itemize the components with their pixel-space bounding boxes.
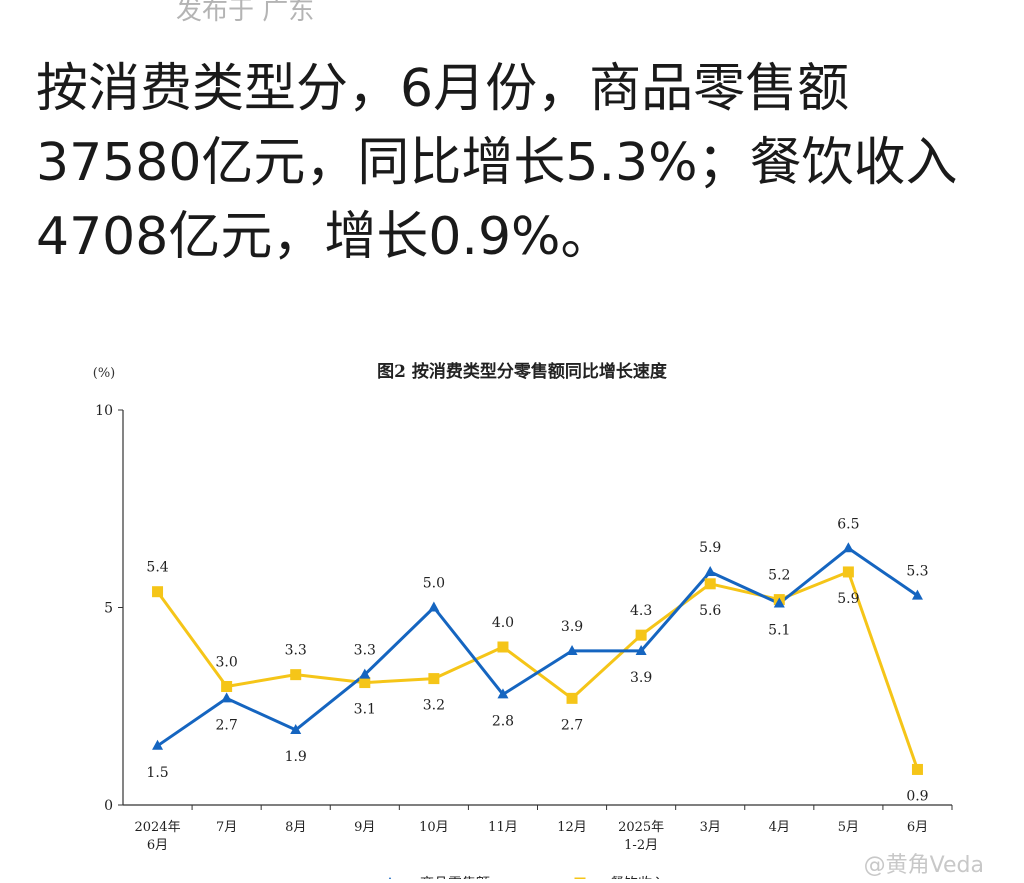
y-tick-label: 10	[95, 403, 113, 419]
post-location: 发布于 广东	[176, 0, 315, 26]
chart-container: 图2 按消费类型分零售额同比增长速度 (%) 0 5 10 2024年 6月 7月 8月 9月 10…	[0, 340, 1024, 883]
data-label: 3.1	[354, 702, 376, 718]
data-point-square	[635, 629, 647, 641]
x-tick-label: 9月	[354, 820, 375, 835]
post-headline: 按消费类型分，6月份，商品零售额37580亿元，同比增长5.3%；餐饮收入 47…	[36, 59, 958, 267]
data-point-triangle	[635, 644, 647, 655]
y-axis-unit: (%)	[93, 366, 116, 381]
data-label: 6.5	[837, 516, 859, 532]
data-point-triangle	[842, 542, 854, 553]
x-tick-label: 6月	[147, 838, 168, 853]
x-tick-label: 2025年	[618, 820, 664, 835]
x-tick-label: 5月	[838, 820, 859, 835]
data-label: 5.3	[906, 564, 928, 580]
data-point-square	[428, 673, 440, 685]
data-label: 3.9	[630, 670, 652, 686]
data-label: 3.9	[561, 619, 583, 635]
x-tick-label: 12月	[557, 820, 587, 835]
x-tick-label: 2024年	[134, 820, 180, 835]
data-label: 5.6	[699, 603, 721, 619]
data-point-triangle	[497, 688, 509, 699]
data-point-square	[911, 763, 923, 775]
data-point-triangle	[773, 597, 785, 608]
data-label: 5.9	[837, 591, 859, 607]
data-label: 4.0	[492, 615, 514, 631]
x-tick-label: 10月	[419, 820, 449, 835]
data-point-square	[842, 566, 854, 578]
data-point-square	[359, 677, 371, 689]
x-tick-label: 1-2月	[624, 838, 658, 853]
x-tick-label: 7月	[216, 820, 237, 835]
data-label: 2.8	[492, 713, 514, 729]
data-point-square	[221, 681, 233, 692]
x-tick-label: 8月	[285, 820, 306, 835]
data-point-triangle	[704, 565, 716, 576]
data-label: 4.3	[630, 603, 652, 619]
data-point-triangle	[152, 739, 164, 750]
data-point-triangle	[566, 644, 578, 655]
data-label: 2.7	[215, 717, 237, 733]
data-label: 5.4	[146, 560, 168, 576]
data-point-triangle	[911, 589, 923, 600]
data-label: 3.0	[215, 655, 237, 671]
data-point-triangle	[359, 668, 371, 679]
data-point-square	[290, 669, 302, 681]
data-label: 5.2	[768, 568, 790, 584]
data-point-square	[704, 578, 716, 590]
data-point-square	[566, 692, 578, 704]
y-tick-label: 0	[104, 798, 113, 814]
chart-title: 图2 按消费类型分零售额同比增长速度	[377, 361, 668, 382]
x-tick-label: 4月	[769, 820, 790, 835]
y-tick-label: 5	[104, 601, 113, 617]
series-line	[156, 546, 919, 748]
series-line	[156, 570, 919, 770]
data-point-square	[497, 641, 509, 653]
data-point-triangle	[428, 601, 440, 612]
data-label: 1.5	[146, 765, 168, 781]
watermark: @黄角Veda	[863, 853, 984, 878]
data-point-square	[152, 586, 164, 598]
data-point-triangle	[221, 692, 233, 703]
data-label: 5.1	[768, 623, 790, 639]
x-tick-label: 6月	[907, 820, 928, 835]
data-point-triangle	[290, 723, 302, 734]
data-label: 2.7	[561, 717, 583, 733]
data-label: 1.9	[285, 749, 307, 765]
data-label: 5.9	[699, 540, 721, 556]
data-label: 0.9	[906, 788, 928, 804]
data-label: 3.3	[354, 643, 376, 659]
growth-rate-chart: 图2 按消费类型分零售额同比增长速度 (%) 0 5 10 2024年 6月 7月 8月 9月 10…	[93, 361, 953, 883]
x-tick-label: 3月	[700, 820, 721, 835]
data-label: 5.0	[423, 576, 445, 592]
x-tick-label: 11月	[488, 820, 518, 835]
data-label: 3.3	[285, 643, 307, 659]
data-label: 3.2	[423, 698, 445, 714]
